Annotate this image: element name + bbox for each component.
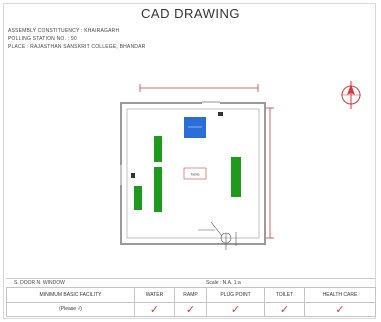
green-table-3 <box>154 167 162 212</box>
col-plug-point: PLUG POINT <box>206 287 265 303</box>
center-table-box <box>183 167 207 180</box>
tick-ramp-icon: ✓ <box>185 302 196 316</box>
facility-header-row: MINIMUM BASIC FACILITY WATER RAMP PLUG P… <box>6 287 376 303</box>
facility-sub-label: (Please √) <box>6 301 135 317</box>
tick-water-icon: ✓ <box>149 302 160 316</box>
black-marker-left <box>131 173 135 178</box>
footer-legend-text: S. DOOR N. WINDOW <box>14 280 65 286</box>
facility-table: MINIMUM BASIC FACILITY WATER RAMP PLUG P… <box>6 287 376 317</box>
header-polling-station: POLLING STATION NO. : 90 <box>8 36 77 42</box>
tick-toilet-icon: ✓ <box>279 302 290 316</box>
tick-health-care-icon: ✓ <box>335 302 345 316</box>
footer-scale-text: Scale : N.A. 1:a <box>206 280 241 286</box>
header-constituency: ASSEMBLY CONSTITUENCY : KHAIRAGARH <box>8 28 120 34</box>
col-ramp: RAMP <box>174 287 207 303</box>
top-dimension-line <box>139 84 259 92</box>
north-arrow-icon <box>341 81 361 109</box>
green-table-4 <box>231 157 241 197</box>
drawing-sheet <box>3 3 376 319</box>
right-dimension-line <box>266 107 274 239</box>
green-table-2 <box>134 186 142 210</box>
room-inner-wall <box>126 108 260 239</box>
col-water: WATER <box>134 287 175 303</box>
page-title: CAD DRAWING <box>141 6 240 21</box>
green-table-1 <box>154 136 162 162</box>
col-health-care: HEALTH CARE <box>304 287 376 303</box>
facility-label: MINIMUM BASIC FACILITY <box>6 287 135 303</box>
col-toilet: TOILET <box>264 287 305 303</box>
door-mark-top <box>202 100 220 105</box>
tick-plug-point-icon: ✓ <box>230 302 241 316</box>
footer-info-row: S. DOOR N. WINDOW Scale : N.A. 1:a <box>6 278 375 288</box>
entrance-detail <box>198 221 237 250</box>
blue-ballot-unit <box>184 117 206 138</box>
black-marker <box>218 112 223 116</box>
header-place: PLACE : RAJASTHAN SANSKRIT COLLEGE, BHAN… <box>8 44 146 50</box>
facility-tick-row: (Please √) ✓ ✓ ✓ ✓ ✓ <box>6 301 376 317</box>
center-table-label: Table <box>190 172 200 177</box>
